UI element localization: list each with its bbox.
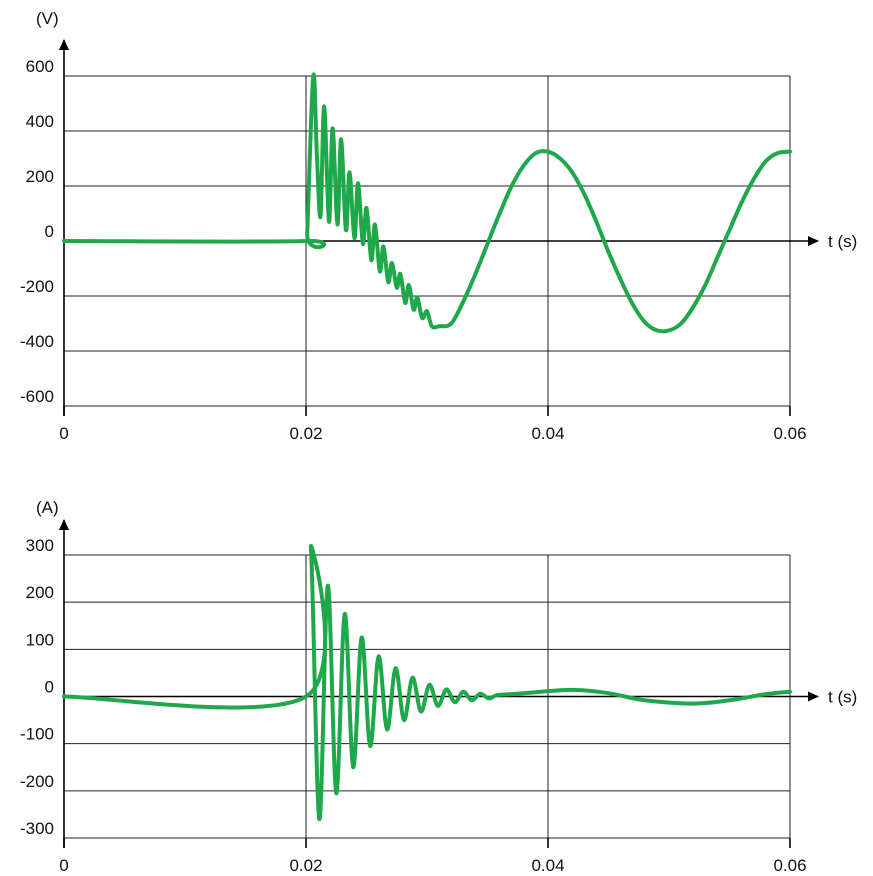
y-tick-label: 200 [26, 583, 54, 602]
x-tick-label: 0.02 [289, 424, 322, 443]
y-tick-label: 0 [45, 222, 54, 241]
y-tick-label: 0 [45, 678, 54, 697]
voltage-chart: 600 400 200 0 -200 -400 -600 0 0.02 0.04 0.06 (V) t … [20, 9, 857, 443]
y-tick-label: -300 [20, 819, 54, 838]
current-chart: 300 200 100 0 -100 -200 -300 0 0.02 0.04 0.06 (A) t … [20, 498, 857, 875]
y-tick-label: 400 [26, 112, 54, 131]
x-tick-label: 0 [59, 424, 68, 443]
y-tick-label: 600 [26, 57, 54, 76]
y-axis-label: (V) [36, 9, 59, 28]
y-tick-label: -600 [20, 387, 54, 406]
x-tick-label: 0.02 [289, 856, 322, 875]
y-tick-label: -200 [20, 772, 54, 791]
x-tick-label: 0.06 [773, 424, 806, 443]
series-line [62, 72, 792, 334]
x-axis-label: t (s) [828, 688, 857, 707]
x-tick-label: 0 [59, 856, 68, 875]
y-tick-label: 100 [26, 630, 54, 649]
x-tick-label: 0.04 [531, 424, 564, 443]
x-tick-label: 0.06 [773, 856, 806, 875]
y-tick-label: 200 [26, 167, 54, 186]
x-tick-label: 0.04 [531, 856, 564, 875]
y-axis-label: (A) [36, 498, 59, 517]
y-tick-label: -400 [20, 332, 54, 351]
y-tick-label: 300 [26, 536, 54, 555]
x-axis-label: t (s) [828, 232, 857, 251]
y-tick-label: -100 [20, 725, 54, 744]
y-tick-label: -200 [20, 277, 54, 296]
series-line [62, 543, 792, 822]
